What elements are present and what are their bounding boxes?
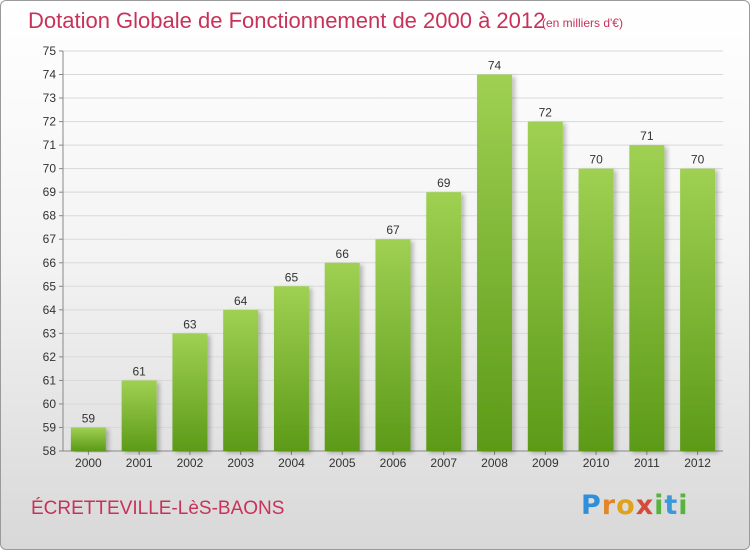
data-label-2000: 59 [82,411,96,425]
data-label-2001: 61 [132,364,146,378]
bars [70,74,716,452]
data-label-2007: 69 [437,176,451,190]
data-label-2002: 63 [183,317,197,331]
x-tick-label: 2007 [430,456,457,470]
data-labels: 59 61 63 64 65 66 67 69 74 72 70 71 70 [82,59,705,426]
proxiti-logo: Proxiti [581,490,689,521]
y-tick-label: 72 [43,115,57,129]
x-tick-label: 2008 [481,456,508,470]
bar-2001 [121,380,157,451]
bar-2005 [324,262,360,451]
y-tick-label: 68 [43,209,57,223]
y-tick-label: 67 [43,232,57,246]
bar-2008 [477,74,513,451]
x-tick-label: 2002 [177,456,204,470]
data-label-2003: 64 [234,294,248,308]
y-tick-label: 62 [43,350,57,364]
bar-2003 [223,309,259,451]
data-label-2006: 67 [386,223,400,237]
chart-title: Dotation Globale de Fonctionnement de 20… [28,8,546,33]
y-tick-label: 70 [43,162,57,176]
x-tick-label: 2005 [329,456,356,470]
data-label-2008: 74 [488,59,502,73]
data-label-2010: 70 [589,153,603,167]
y-tick-label: 61 [43,373,57,387]
y-tick-label: 64 [43,303,57,317]
logo-letter: r [601,490,617,521]
chart-unit: (en milliers d'€) [542,16,623,30]
y-tick-label: 60 [43,397,57,411]
y-tick-label: 63 [43,326,57,340]
x-tick-label: 2010 [583,456,610,470]
logo-letter: x [635,490,655,521]
logo-letter: o [616,490,636,521]
y-tick-label: 66 [43,256,57,270]
x-tick-label: 2001 [126,456,153,470]
bar-2006 [375,239,411,451]
bar-2010 [578,168,614,451]
bar-2007 [426,192,462,452]
y-tick-label: 58 [43,444,57,458]
x-tick-label: 2011 [634,456,660,470]
bar-2000 [70,427,106,451]
x-tick-label: 2003 [227,456,254,470]
y-tick-label: 71 [43,138,57,152]
logo-letter: i [654,490,665,521]
bar-2002 [172,333,208,451]
data-label-2011: 71 [640,129,654,143]
x-tick-label: 2000 [75,456,102,470]
data-label-2004: 65 [285,270,299,284]
data-label-2012: 70 [691,153,705,167]
y-tick-label: 59 [43,420,57,434]
logo-letter: t [664,490,679,521]
bar-2011 [629,145,665,451]
bar-2009 [527,121,563,452]
x-tick-label: 2009 [532,456,559,470]
bar-2004 [273,286,309,451]
y-tick-label: 73 [43,91,57,105]
y-tick-label: 69 [43,185,57,199]
x-tick-label: 2012 [684,456,711,470]
commune-name: ÉCRETTEVILLE-LèS-BAONS [31,498,285,519]
logo-letter: P [581,490,602,521]
y-tick-label: 74 [43,68,57,82]
data-label-2009: 72 [539,106,553,120]
x-tick-label: 2006 [380,456,407,470]
logo-letter: i [678,490,689,521]
x-tick-label: 2004 [278,456,305,470]
y-tick-label: 75 [43,44,57,58]
bar-2012 [680,168,716,451]
y-tick-label: 65 [43,279,57,293]
data-label-2005: 66 [336,247,350,261]
